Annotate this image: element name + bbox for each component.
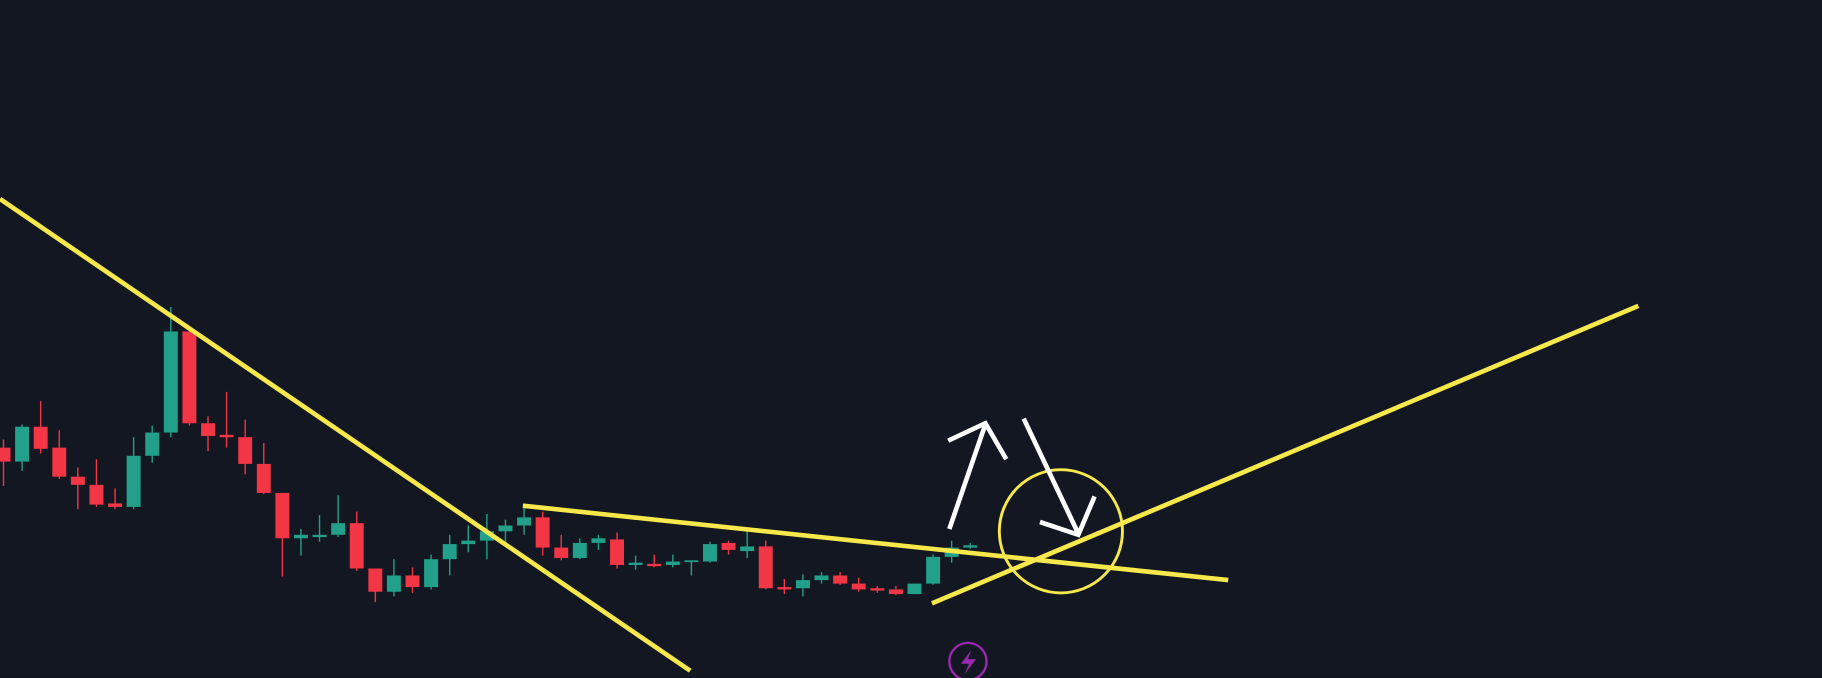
candle-body	[424, 559, 439, 588]
candle-body	[517, 517, 532, 526]
candle-body	[479, 531, 494, 541]
arrow-head	[1039, 495, 1097, 538]
candle-body	[740, 546, 755, 552]
candle-body	[108, 503, 123, 507]
candle-body	[535, 517, 550, 548]
candle-body	[163, 331, 178, 433]
candle-body	[238, 437, 253, 464]
candle-body	[628, 562, 643, 566]
candle-body	[888, 589, 903, 595]
event-icon[interactable]	[948, 641, 988, 678]
candle-body	[312, 534, 327, 538]
candle-body	[665, 561, 680, 566]
arrow-down	[1021, 417, 1081, 535]
candle-body	[851, 583, 866, 590]
candle-body	[684, 560, 699, 563]
candle-body	[907, 583, 922, 595]
candle-body	[145, 432, 160, 456]
candle-body	[0, 447, 11, 462]
candle-body	[386, 575, 401, 592]
candle-body	[52, 447, 67, 477]
candle-body	[70, 476, 85, 485]
arrows	[947, 417, 1097, 538]
candle-body	[256, 463, 271, 493]
candle-body	[405, 575, 420, 588]
candle-body	[572, 542, 587, 559]
candle-body	[703, 544, 717, 562]
icon-bolt[interactable]	[960, 649, 977, 675]
candle-body	[33, 426, 48, 449]
candle-body	[461, 540, 476, 545]
trend-line	[931, 303, 1640, 606]
arrow-up	[947, 423, 988, 530]
candle-body	[368, 568, 383, 592]
candle-body	[89, 484, 104, 505]
candle-body	[591, 538, 606, 543]
candle-body	[777, 587, 792, 590]
candle-body	[331, 523, 346, 535]
candle-body	[182, 331, 197, 424]
candle-body	[293, 534, 308, 539]
trend-line	[0, 197, 692, 673]
candle-body	[126, 455, 141, 507]
candle-body	[610, 539, 624, 566]
candle-body	[349, 523, 364, 569]
circle-marker	[997, 468, 1124, 595]
candle-body	[275, 492, 290, 539]
candles	[0, 307, 978, 603]
candle-body	[647, 563, 662, 567]
candle-body	[201, 423, 215, 437]
candle-body	[795, 580, 810, 589]
candle-body	[554, 547, 569, 559]
arrow-head	[947, 420, 1009, 461]
candle-body	[833, 575, 848, 584]
candle-body	[963, 545, 978, 548]
drawings	[0, 197, 1640, 673]
candle-body	[926, 556, 941, 584]
candle-body	[15, 426, 30, 462]
candle-body	[758, 546, 773, 589]
candle-body	[721, 542, 736, 550]
candle-body	[219, 434, 234, 438]
candle-body	[442, 544, 457, 560]
candle-body	[498, 525, 513, 532]
candle-body	[814, 575, 829, 581]
candle-body	[870, 588, 885, 591]
